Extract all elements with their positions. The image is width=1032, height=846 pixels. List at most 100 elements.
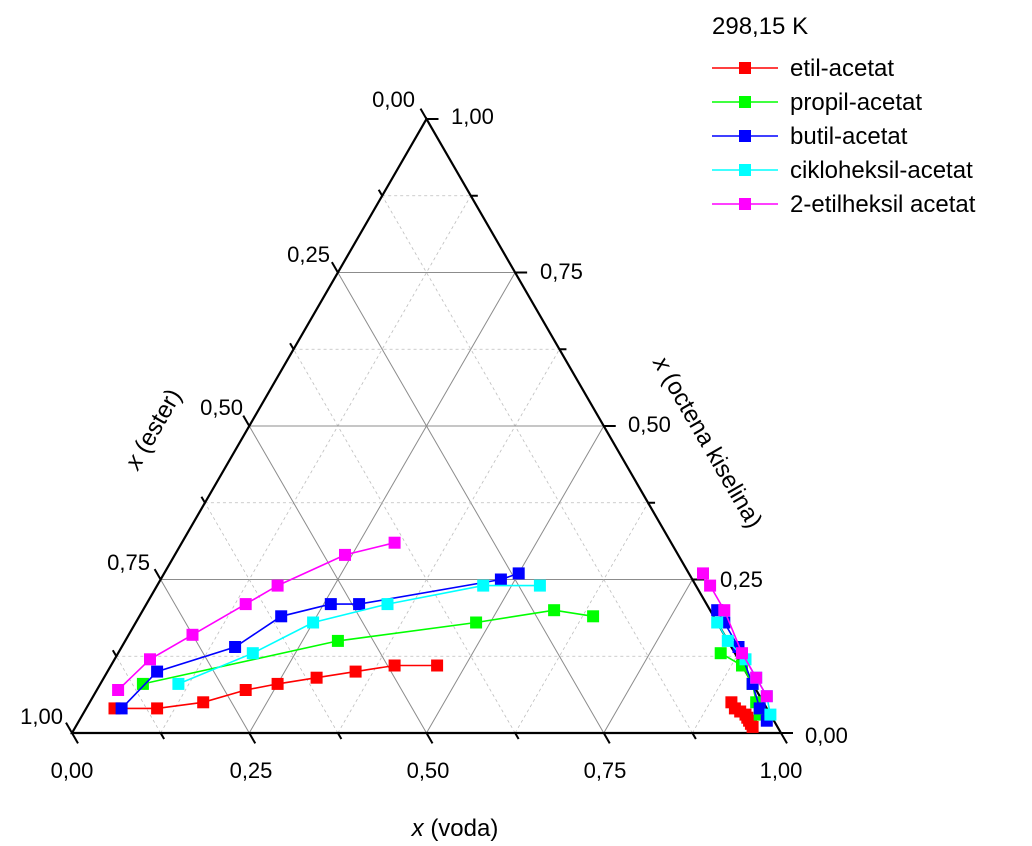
left-axis-tick [242,415,251,427]
bottom-axis-tick [602,732,611,744]
bottom-axis-tick [425,732,434,744]
data-point [310,671,323,684]
left-tick-label-3: 0,75 [107,550,150,575]
left-axis-tick [200,496,206,504]
data-point [697,567,709,580]
right-tick-label-4: 1,00 [451,104,494,129]
bottom-axis-tick [71,732,79,744]
data-point [381,598,394,611]
data-point [704,579,717,592]
series-line [142,609,594,685]
data-point [760,690,773,703]
legend-label: butil-acetat [790,123,908,150]
legend-marker [739,198,751,210]
left-axis-tick [377,189,384,197]
legend-entry: butil-acetat [712,123,908,150]
legend-marker [739,96,751,108]
data-point [115,702,128,715]
data-point [331,634,344,647]
data-point [271,677,284,690]
left-axis-title: x (ester) [119,384,187,475]
right-tick-label-0: 0,00 [805,723,848,748]
data-point [112,684,125,696]
legend: 298,15 K etil-acetat propil-acetat butil-a… [712,13,976,218]
grid-line-water [337,349,560,734]
data-point [548,604,561,617]
data-point [711,616,724,629]
legend-entry: cikloheksil-acetat [712,157,973,184]
data-point [721,634,734,647]
data-point [718,604,731,617]
left-tick-label-2: 0,50 [200,395,243,420]
data-point [151,665,164,678]
tick-layer [65,108,793,744]
grid-line-ester [381,195,693,734]
series-4 [112,536,773,703]
data-point [736,647,748,660]
right-tick-label-2: 0,50 [628,412,671,437]
bottom-axis-tick [159,732,165,740]
data-point [587,610,600,623]
legend-label: etil-acetat [790,55,894,82]
grid-line-ester [248,425,427,734]
left-axis-tick [331,261,339,274]
data-point [172,677,185,690]
left-axis-title-rest: (ester) [129,384,187,458]
grid-line-water [603,579,693,734]
bottom-axis-tick [514,732,520,740]
legend-entry: 2-etilheksil acetat [712,191,976,218]
bottom-axis-title: x (voda) [411,815,499,841]
grid-line-water [692,656,738,734]
left-axis-tick [153,568,162,580]
data-point [764,708,777,721]
legend-entry: propil-acetat [712,89,922,116]
left-axis-tick [111,649,118,657]
legend-marker [739,130,751,142]
data-point [229,641,242,653]
data-point [186,628,199,641]
data-point [494,573,507,586]
left-axis-tick-labels: 0,00 0,25 0,50 0,75 1,00 [20,87,415,729]
left-axis-tick [65,722,73,734]
legend-marker [739,164,751,176]
bottom-tick-label-2: 0,50 [407,758,450,783]
data-point [349,665,362,678]
data-point [144,653,156,666]
data-point [477,579,490,592]
legend-entry: etil-acetat [712,55,894,82]
bottom-axis-title-var: x [411,815,425,841]
data-point [271,579,284,592]
left-tick-label-4: 1,00 [20,704,63,729]
data-point [136,677,149,690]
data-point [339,548,351,561]
legend-label: cikloheksil-acetat [790,157,973,184]
left-tick-label-0: 0,00 [372,87,415,112]
grid-line-water [514,502,649,734]
data-point [307,616,320,629]
data-point [753,702,766,715]
bottom-axis-tick [337,732,343,740]
bottom-axis-tick [780,732,788,744]
right-axis-title: x (octena kiselina) [647,351,768,533]
data-point [239,598,252,611]
series-0 [108,659,759,733]
data-point [324,598,337,611]
legend-label: propil-acetat [790,89,922,116]
data-point [353,598,366,611]
data-point [431,659,444,672]
data-point [750,671,763,684]
right-tick-label-1: 0,25 [720,567,763,592]
bottom-axis-title-rest: (voda) [430,815,498,841]
data-point [246,647,259,660]
bottom-tick-label-4: 1,00 [760,758,803,783]
data-point [197,696,210,709]
bottom-tick-label-3: 0,75 [584,758,627,783]
legend-entries: etil-acetat propil-acetat butil-acetat cikl… [712,55,976,218]
bottom-tick-label-0: 0,00 [51,758,94,783]
data-point [746,720,759,733]
legend-title: 298,15 K [712,13,808,40]
data-point [714,647,727,660]
data-point [275,610,288,623]
